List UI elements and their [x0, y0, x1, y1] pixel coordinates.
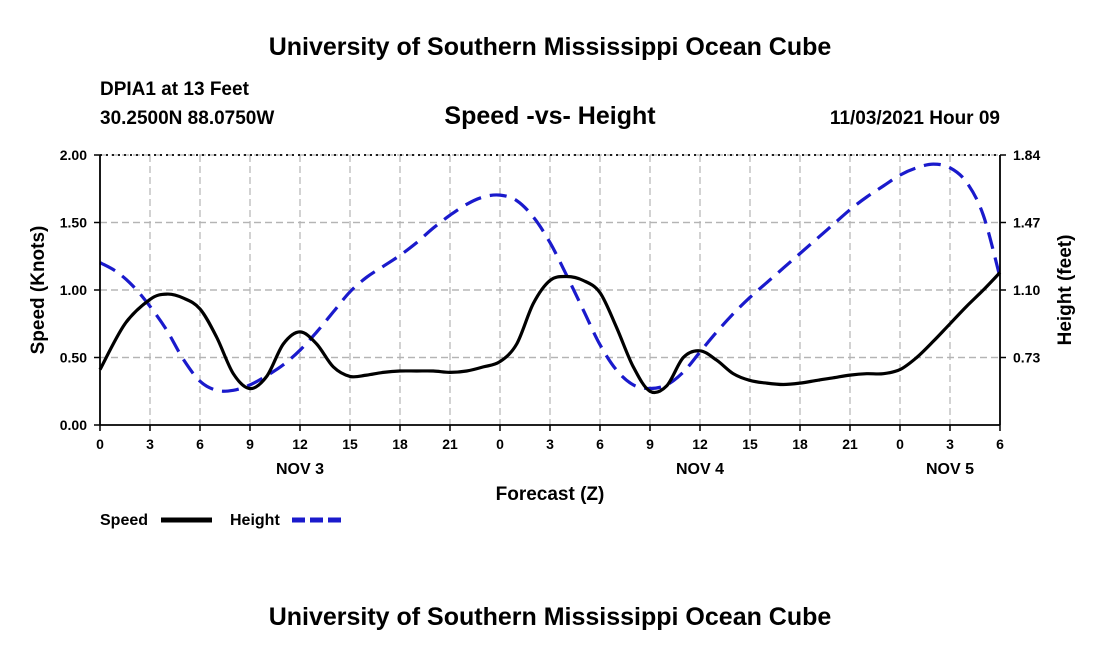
y2-tick-label: 1.47 [1013, 215, 1040, 231]
x-tick-label: 12 [692, 436, 708, 452]
y-axis-label: Speed (Knots) [28, 226, 49, 355]
x-tick-label: 3 [146, 436, 154, 452]
x-tick-label: 21 [442, 436, 458, 452]
y2-axis-ticks: 0.73 1.10 1.47 1.84 [1000, 147, 1040, 366]
x-tick-label: 9 [646, 436, 654, 452]
coordinates-label: 30.2500N 88.0750W [100, 108, 274, 129]
y2-tick-label: 1.84 [1013, 147, 1040, 163]
y-tick-label: 2.00 [60, 147, 87, 163]
y-tick-label: 0.00 [60, 417, 87, 433]
y2-axis-label: Height (feet) [1055, 235, 1076, 346]
height-series-line [99, 162, 1002, 393]
x-tick-label: 15 [742, 436, 758, 452]
x-tick-label: 3 [546, 436, 554, 452]
x-tick-label: 18 [792, 436, 808, 452]
x-tick-label: 18 [392, 436, 408, 452]
x-axis-label: Forecast (Z) [496, 484, 605, 505]
x-tick-label: 3 [946, 436, 954, 452]
legend-speed-label: Speed [100, 512, 148, 529]
x-tick-label: 21 [842, 436, 858, 452]
legend-height-label: Height [230, 512, 280, 529]
y2-tick-label: 1.10 [1013, 282, 1040, 298]
station-label: DPIA1 at 13 Feet [100, 79, 250, 100]
page-title: University of Southern Mississippi Ocean… [269, 33, 832, 61]
x-tick-label: 6 [596, 436, 604, 452]
footer-title: University of Southern Mississippi Ocean… [269, 603, 832, 631]
day-label: NOV 5 [926, 461, 974, 478]
datetime-label: 11/03/2021 Hour 09 [830, 108, 1000, 129]
chart-title: Speed -vs- Height [444, 102, 656, 130]
x-tick-label: 9 [246, 436, 254, 452]
x-tick-label: 0 [496, 436, 504, 452]
grid-lines [100, 154, 1000, 425]
y-axis-ticks: 0.00 0.50 1.00 1.50 2.00 [60, 147, 100, 433]
x-tick-label: 0 [896, 436, 904, 452]
x-axis-ticks: 0 3 6 9 12 15 18 21 0 3 6 9 12 15 18 21 0 3 6 [96, 425, 1004, 452]
x-tick-label: 15 [342, 436, 358, 452]
series-lines [98, 162, 1002, 395]
x-tick-label: 6 [196, 436, 204, 452]
x-tick-label: 12 [292, 436, 308, 452]
y2-tick-label: 0.73 [1013, 350, 1040, 366]
y-tick-label: 1.50 [60, 215, 87, 231]
legend: Speed Height [100, 512, 343, 529]
speed-series-line [98, 271, 1002, 395]
day-label: NOV 4 [676, 461, 724, 478]
x-tick-label: 6 [996, 436, 1004, 452]
y-tick-label: 1.00 [60, 282, 87, 298]
day-label: NOV 3 [276, 461, 324, 478]
day-labels: NOV 3 NOV 4 NOV 5 [276, 461, 974, 478]
y-tick-label: 0.50 [60, 350, 87, 366]
x-tick-label: 0 [96, 436, 104, 452]
